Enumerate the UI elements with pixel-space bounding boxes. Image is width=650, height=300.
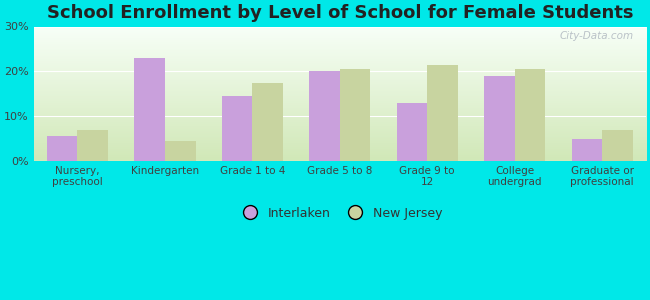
Bar	[427, 64, 458, 161]
Bar	[396, 103, 427, 161]
Title: School Enrollment by Level of School for Female Students: School Enrollment by Level of School for…	[47, 4, 633, 22]
Bar	[309, 71, 340, 161]
Bar	[484, 76, 515, 161]
Bar	[515, 69, 545, 161]
Bar	[602, 130, 632, 161]
Bar	[340, 69, 370, 161]
Bar	[135, 58, 165, 161]
Bar	[222, 96, 252, 161]
Bar	[252, 82, 283, 161]
Bar	[77, 130, 108, 161]
Bar	[47, 136, 77, 161]
Bar	[571, 139, 602, 161]
Legend: Interlaken, New Jersey: Interlaken, New Jersey	[232, 202, 447, 225]
Text: City-Data.com: City-Data.com	[560, 31, 634, 40]
Bar	[165, 141, 196, 161]
